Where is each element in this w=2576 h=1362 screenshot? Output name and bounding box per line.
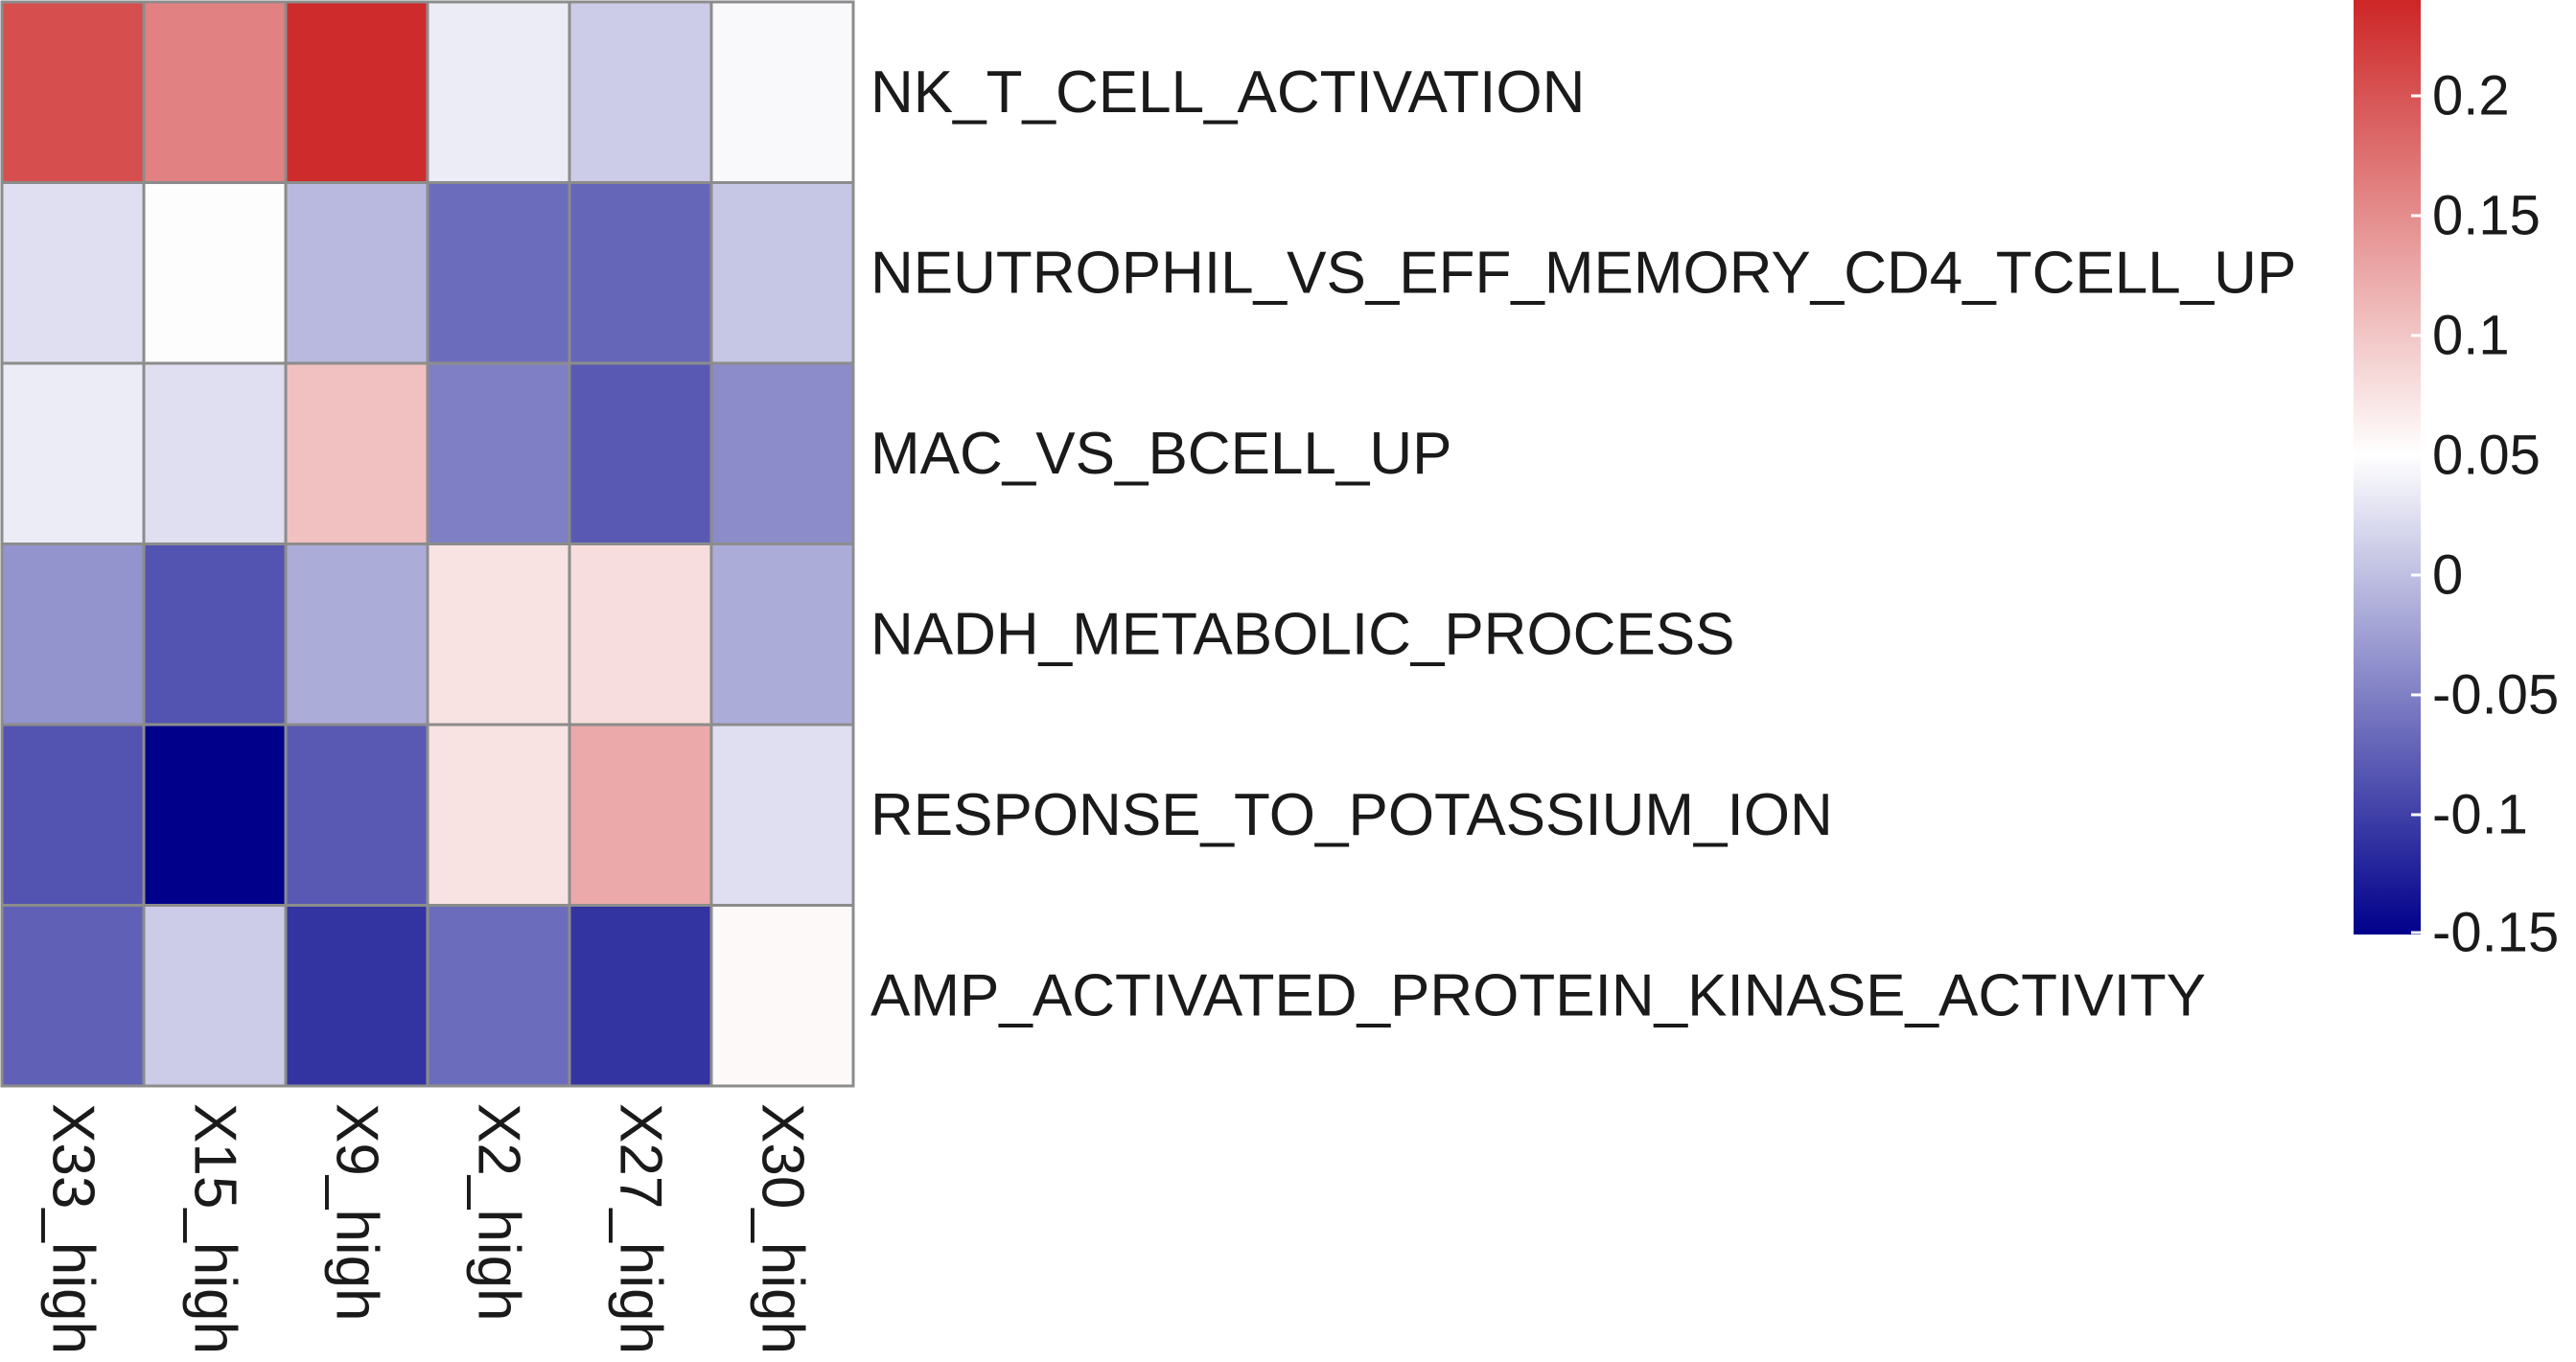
column-labels: X33_high X15_high X9_high X2_high X27_high X3…	[40, 1103, 816, 1354]
legend-tick-label: -0.15	[2432, 902, 2559, 964]
heatmap-cell	[709, 723, 855, 907]
heatmap-cell	[426, 723, 571, 907]
heatmap-cell	[0, 0, 146, 184]
row-label: NADH_METABOLIC_PROCESS	[870, 601, 1735, 667]
heatmap-cell	[426, 361, 571, 545]
row-label: NEUTROPHIL_VS_EFF_MEMORY_CD4_TCELL_UP	[870, 240, 2296, 306]
legend-color-bar	[2354, 0, 2421, 935]
heatmap-cell	[284, 361, 429, 545]
heatmap-cell	[0, 181, 146, 365]
legend-tick-label: -0.1	[2432, 784, 2528, 846]
heatmap-cell	[709, 904, 855, 1088]
heatmap-cell	[0, 361, 146, 545]
heatmap-cell	[426, 0, 571, 184]
heatmap-cell	[0, 904, 146, 1088]
legend-tick-label: 0.05	[2432, 425, 2541, 487]
column-label: X15_high	[182, 1103, 248, 1354]
heatmap-cell	[426, 542, 571, 727]
heatmap-cell	[0, 542, 146, 727]
row-label: MAC_VS_BCELL_UP	[870, 421, 1452, 487]
heatmap-cell	[568, 542, 713, 727]
heatmap-cell	[426, 904, 571, 1088]
legend-tick-label: 0.2	[2432, 65, 2510, 127]
heatmap-cell	[568, 0, 713, 184]
heatmap-cell	[142, 904, 288, 1088]
column-label: X30_high	[750, 1103, 816, 1354]
row-label: AMP_ACTIVATED_PROTEIN_KINASE_ACTIVITY	[870, 962, 2206, 1028]
heatmap-cell	[284, 181, 429, 365]
legend-tick-label: 0.1	[2432, 305, 2510, 367]
heatmap-cell	[568, 723, 713, 907]
row-label: RESPONSE_TO_POTASSIUM_ION	[870, 782, 1833, 848]
column-label: X2_high	[466, 1103, 532, 1322]
heatmap-cell	[284, 542, 429, 727]
column-label: X33_high	[40, 1103, 106, 1354]
heatmap-cell	[709, 181, 855, 365]
heatmap-cell	[142, 542, 288, 727]
legend-tick-label: 0	[2432, 544, 2463, 607]
heatmap-cell	[709, 542, 855, 727]
heatmap-cell	[284, 723, 429, 907]
column-label: X9_high	[324, 1103, 390, 1322]
legend-tick-label: 0.15	[2432, 185, 2541, 247]
heatmap-cell	[142, 181, 288, 365]
heatmap-cell	[0, 723, 146, 907]
heatmap-cell	[568, 904, 713, 1088]
heatmap-cell	[142, 361, 288, 545]
heatmap-cell	[142, 723, 288, 907]
heatmap-cell	[568, 361, 713, 545]
color-legend: 0.2 0.15 0.1 0.05 0 -0.05 -0.1 -0.15	[2354, 0, 2559, 964]
heatmap-cell	[142, 0, 288, 184]
heatmap-cell	[284, 0, 429, 184]
row-label: NK_T_CELL_ACTIVATION	[870, 59, 1585, 126]
heatmap-cells	[0, 0, 855, 1088]
heatmap-cell	[709, 0, 855, 184]
heatmap-cell	[709, 361, 855, 545]
row-labels: NK_T_CELL_ACTIVATION NEUTROPHIL_VS_EFF_ME…	[870, 59, 2296, 1029]
legend-tick-label: -0.05	[2432, 664, 2559, 727]
column-label: X27_high	[608, 1103, 674, 1354]
heatmap-cell	[426, 181, 571, 365]
heatmap-cell	[284, 904, 429, 1088]
heatmap-cell	[568, 181, 713, 365]
